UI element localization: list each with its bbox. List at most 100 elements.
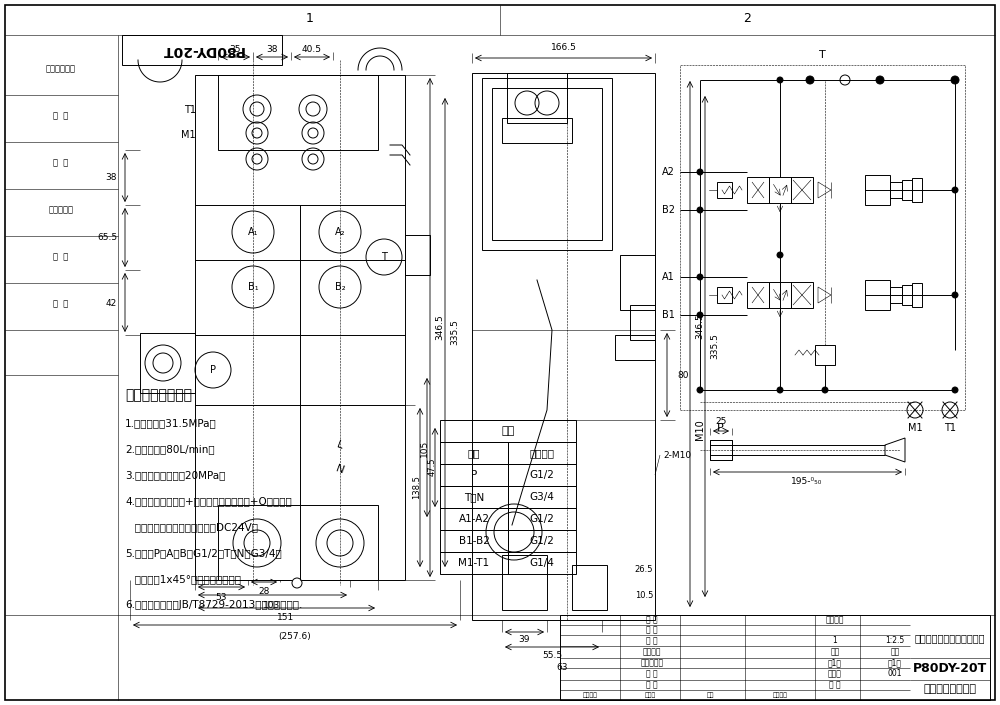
Text: 47.5: 47.5	[428, 458, 436, 477]
Circle shape	[697, 169, 703, 175]
Text: 65.5: 65.5	[97, 233, 117, 242]
Text: 山东美液液压科技有限公司: 山东美液液压科技有限公司	[915, 633, 985, 643]
Bar	[507, 73, 567, 123]
Circle shape	[697, 274, 703, 280]
Bar	[440, 508, 508, 530]
Text: 55.5: 55.5	[542, 651, 562, 659]
Text: G1/2: G1/2	[530, 514, 554, 524]
Text: 28: 28	[258, 587, 270, 596]
Text: 比例: 比例	[890, 647, 900, 656]
Text: P: P	[471, 470, 477, 480]
Bar	[902, 180, 912, 200]
Text: (257.6): (257.6)	[279, 632, 311, 642]
Text: 346.5: 346.5	[436, 314, 444, 340]
Bar	[912, 283, 922, 307]
Text: 借通用件登记: 借通用件登记	[46, 64, 76, 73]
Bar	[769, 282, 791, 308]
Bar	[508, 486, 576, 508]
Text: T: T	[381, 252, 387, 262]
Text: B₂: B₂	[335, 282, 345, 292]
Text: G1/4: G1/4	[530, 558, 554, 568]
Text: 38: 38	[266, 46, 278, 54]
Bar	[122, 35, 282, 65]
Text: 电磁控二联多路阀: 电磁控二联多路阀	[924, 684, 976, 694]
Bar	[218, 75, 378, 150]
Text: 40.5: 40.5	[302, 46, 322, 54]
Text: B₁: B₁	[248, 282, 258, 292]
Text: G1/2: G1/2	[530, 536, 554, 546]
Bar	[405, 235, 430, 275]
Text: 195-⁰₅₀: 195-⁰₅₀	[791, 477, 823, 486]
Circle shape	[822, 387, 828, 393]
Text: A2: A2	[662, 167, 675, 177]
Text: 阀体: 阀体	[501, 426, 515, 436]
Text: G1/2: G1/2	[530, 470, 554, 480]
Text: A1: A1	[662, 272, 675, 282]
Bar	[195, 75, 405, 580]
Circle shape	[697, 207, 703, 213]
Bar	[508, 464, 576, 486]
Text: P: P	[717, 423, 723, 433]
Bar	[791, 177, 813, 203]
Text: 校 对: 校 对	[646, 636, 658, 645]
Text: 151: 151	[277, 613, 295, 623]
Text: 53: 53	[215, 592, 227, 601]
Text: 166.5: 166.5	[551, 44, 576, 52]
Bar	[140, 333, 195, 393]
Circle shape	[952, 292, 958, 298]
Text: 签  字: 签 字	[53, 252, 69, 262]
Bar	[440, 552, 508, 574]
Text: 第1张: 第1张	[888, 658, 902, 668]
Bar	[440, 464, 508, 486]
Bar	[912, 178, 922, 202]
Text: 2.公称流量：80L/min；: 2.公称流量：80L/min；	[125, 444, 215, 454]
Circle shape	[777, 77, 783, 83]
Polygon shape	[885, 438, 905, 462]
Bar	[815, 345, 835, 365]
Bar	[902, 285, 912, 305]
Text: 38: 38	[106, 173, 117, 181]
Text: 旧底图总号: 旧底图总号	[48, 205, 74, 214]
Text: 版本号: 版本号	[828, 670, 842, 678]
Text: 2: 2	[743, 11, 751, 25]
Text: G3/4: G3/4	[530, 492, 554, 502]
Text: 数量: 数量	[830, 647, 840, 656]
Text: 2-M10: 2-M10	[663, 450, 691, 460]
Bar	[865, 175, 890, 205]
Text: M10: M10	[695, 419, 705, 441]
Text: 42: 42	[106, 298, 117, 307]
Text: 346.5: 346.5	[696, 314, 704, 339]
Text: 日  期: 日 期	[53, 300, 69, 309]
Bar	[508, 530, 576, 552]
Text: 26.5: 26.5	[635, 565, 653, 575]
Text: 电磁线圈：三插线圈，电压：DC24V；: 电磁线圈：三插线圈，电压：DC24V；	[125, 522, 258, 532]
Text: 1:2.5: 1:2.5	[885, 636, 905, 645]
Text: 更改人: 更改人	[644, 692, 656, 698]
Bar	[502, 118, 572, 143]
Text: 螺纹规格: 螺纹规格	[530, 448, 554, 458]
Text: 63: 63	[556, 663, 568, 671]
Text: 批 准: 批 准	[646, 680, 658, 689]
Text: 描  图: 描 图	[53, 111, 69, 121]
Text: A1-A2: A1-A2	[458, 514, 490, 524]
Text: 标准化检查: 标准化检查	[640, 658, 664, 668]
Text: 图样标记: 图样标记	[826, 615, 844, 625]
Bar	[710, 440, 732, 460]
Text: 138.5: 138.5	[413, 475, 422, 499]
Circle shape	[777, 387, 783, 393]
Text: 105: 105	[420, 439, 428, 457]
Circle shape	[952, 387, 958, 393]
Text: 5.油口：P、A、B为G1/2；T、N为G3/4；: 5.油口：P、A、B为G1/2；T、N为G3/4；	[125, 548, 282, 558]
Text: 校  描: 校 描	[53, 159, 69, 168]
Text: T: T	[819, 50, 826, 60]
Bar	[747, 177, 769, 203]
Text: 10.5: 10.5	[635, 591, 653, 599]
Text: A₂: A₂	[335, 227, 345, 237]
Bar	[508, 552, 576, 574]
Bar	[472, 73, 655, 620]
Text: P80DY-20T: P80DY-20T	[913, 663, 987, 675]
Text: 共1张: 共1张	[828, 658, 842, 668]
Text: 工艺检查: 工艺检查	[643, 647, 661, 656]
Text: 35: 35	[229, 46, 241, 54]
Text: 6.产品验收标准按JB/T8729-2013液压多路换向阀.: 6.产品验收标准按JB/T8729-2013液压多路换向阀.	[125, 600, 302, 610]
